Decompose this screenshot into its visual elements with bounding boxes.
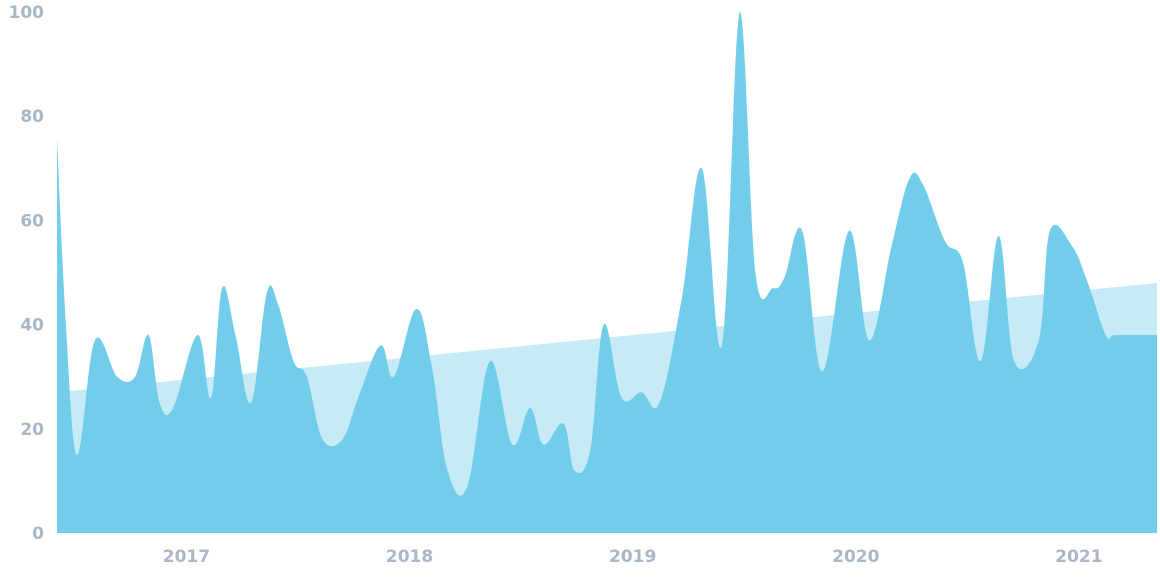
plot-area [57,11,1157,533]
y-tick-label: 40 [20,316,44,336]
x-tick-label: 2019 [609,547,656,567]
y-tick-label: 60 [20,211,44,231]
y-tick-label: 80 [20,107,44,127]
x-axis: 2017 2018 2019 2020 2021 [163,547,1103,567]
y-tick-label: 100 [9,3,45,23]
y-tick-label: 20 [20,420,44,440]
y-axis: 0 20 40 60 80 100 [9,3,45,544]
y-tick-label: 0 [32,524,44,544]
values-area [57,11,1157,533]
x-tick-label: 2018 [386,547,433,567]
x-tick-label: 2020 [832,547,879,567]
x-tick-label: 2017 [163,547,210,567]
x-tick-label: 2021 [1055,547,1102,567]
